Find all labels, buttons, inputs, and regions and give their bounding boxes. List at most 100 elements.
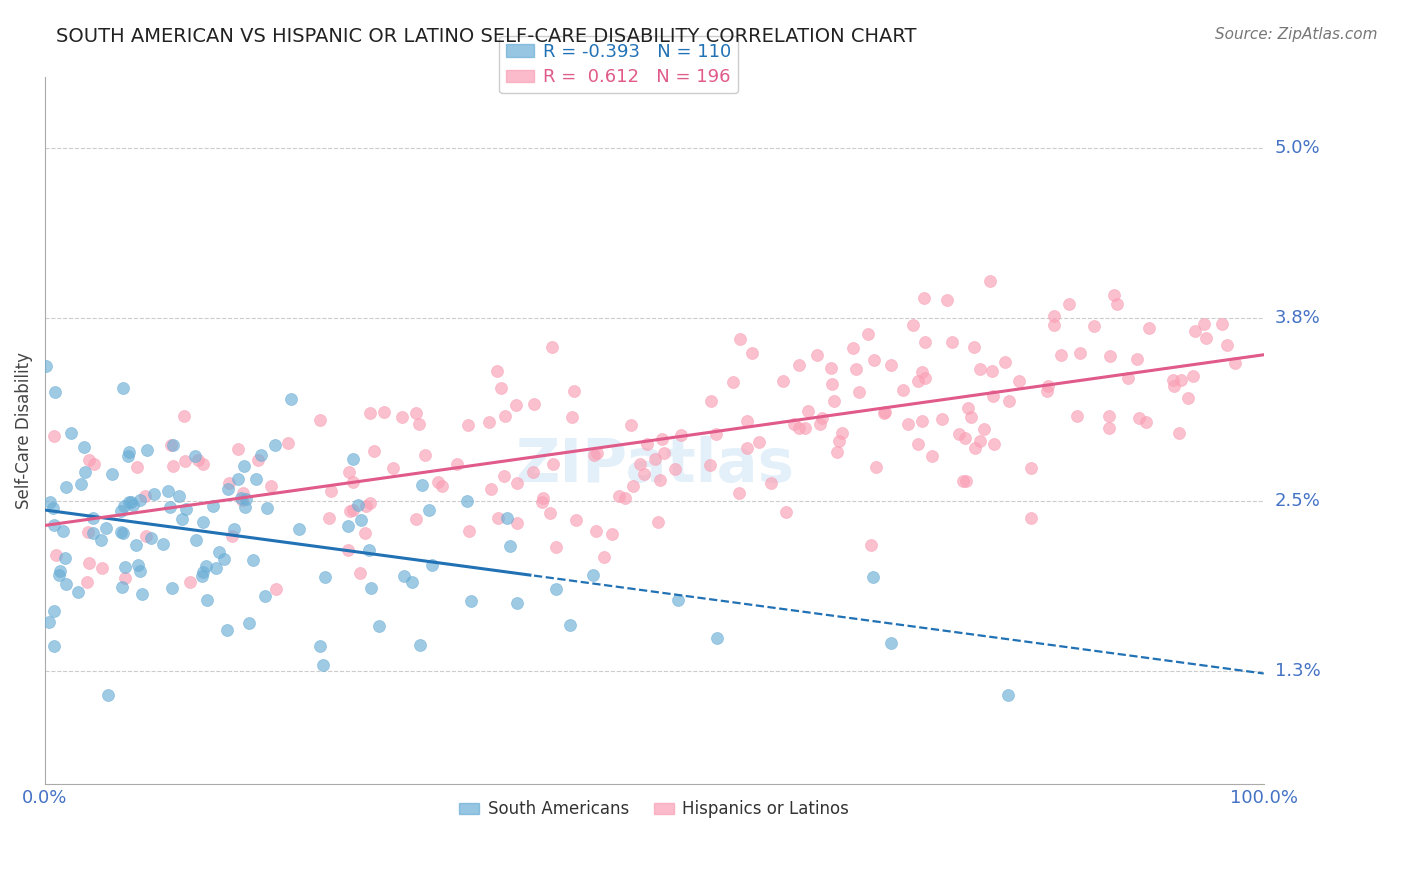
Point — [342, 475, 364, 490]
Point — [609, 489, 631, 503]
Point — [373, 404, 395, 418]
Point — [245, 472, 267, 486]
Point — [530, 495, 553, 509]
Point — [533, 491, 555, 505]
Point — [215, 623, 238, 637]
Point — [167, 489, 190, 503]
Point — [405, 406, 427, 420]
Point — [955, 474, 977, 488]
Point — [48, 567, 70, 582]
Point — [1116, 371, 1139, 385]
Point — [1102, 288, 1125, 302]
Point — [100, 467, 122, 482]
Point — [1163, 379, 1185, 393]
Point — [224, 522, 246, 536]
Point — [558, 618, 581, 632]
Point — [585, 524, 607, 539]
Point — [538, 506, 561, 520]
Point — [127, 558, 149, 572]
Point — [820, 360, 842, 375]
Point — [1036, 379, 1059, 393]
Point — [208, 544, 231, 558]
Point — [128, 565, 150, 579]
Point — [1215, 338, 1237, 352]
Point — [277, 435, 299, 450]
Point — [45, 548, 67, 562]
Point — [759, 476, 782, 491]
Point — [110, 504, 132, 518]
Point — [134, 489, 156, 503]
Point — [420, 558, 443, 572]
Point — [492, 469, 515, 483]
Point — [91, 561, 114, 575]
Point — [382, 461, 405, 475]
Point — [1107, 296, 1129, 310]
Point — [797, 403, 820, 417]
Text: Source: ZipAtlas.com: Source: ZipAtlas.com — [1215, 27, 1378, 42]
Point — [602, 527, 624, 541]
Point — [914, 291, 936, 305]
Point — [162, 438, 184, 452]
Point — [112, 499, 135, 513]
Point — [633, 467, 655, 481]
Point — [983, 437, 1005, 451]
Point — [430, 479, 453, 493]
Point — [314, 569, 336, 583]
Point — [135, 529, 157, 543]
Point — [621, 479, 644, 493]
Point — [350, 513, 373, 527]
Point — [1211, 318, 1233, 332]
Point — [39, 495, 62, 509]
Point — [782, 417, 804, 431]
Point — [191, 566, 214, 580]
Point — [254, 589, 277, 603]
Point — [82, 526, 104, 541]
Point — [359, 406, 381, 420]
Point — [936, 293, 959, 308]
Point — [506, 595, 529, 609]
Point — [77, 453, 100, 467]
Point — [997, 394, 1019, 409]
Point — [309, 413, 332, 427]
Point — [841, 341, 863, 355]
Point — [546, 582, 568, 596]
Point — [831, 425, 853, 440]
Text: 3.8%: 3.8% — [1275, 309, 1320, 326]
Point — [1019, 461, 1042, 475]
Point — [152, 536, 174, 550]
Point — [194, 559, 217, 574]
Point — [907, 436, 929, 450]
Point — [191, 569, 214, 583]
Point — [75, 466, 97, 480]
Point — [120, 494, 142, 508]
Point — [97, 688, 120, 702]
Point — [614, 491, 637, 505]
Point — [242, 553, 264, 567]
Point — [931, 412, 953, 426]
Point — [860, 537, 883, 551]
Point — [585, 446, 607, 460]
Point — [969, 434, 991, 449]
Point — [159, 500, 181, 514]
Point — [247, 453, 270, 467]
Point — [1008, 375, 1031, 389]
Point — [1177, 392, 1199, 406]
Point — [981, 389, 1004, 403]
Point — [354, 499, 377, 513]
Point — [128, 493, 150, 508]
Point — [60, 425, 83, 440]
Point — [541, 340, 564, 354]
Point — [652, 445, 675, 459]
Point — [979, 274, 1001, 288]
Point — [486, 364, 509, 378]
Point — [1036, 384, 1059, 399]
Point — [446, 457, 468, 471]
Point — [392, 569, 415, 583]
Point — [52, 524, 75, 538]
Text: SOUTH AMERICAN VS HISPANIC OR LATINO SELF-CARE DISABILITY CORRELATION CHART: SOUTH AMERICAN VS HISPANIC OR LATINO SEL… — [56, 27, 917, 45]
Point — [865, 459, 887, 474]
Point — [110, 524, 132, 539]
Text: 5.0%: 5.0% — [1275, 139, 1320, 157]
Point — [522, 465, 544, 479]
Point — [952, 474, 974, 488]
